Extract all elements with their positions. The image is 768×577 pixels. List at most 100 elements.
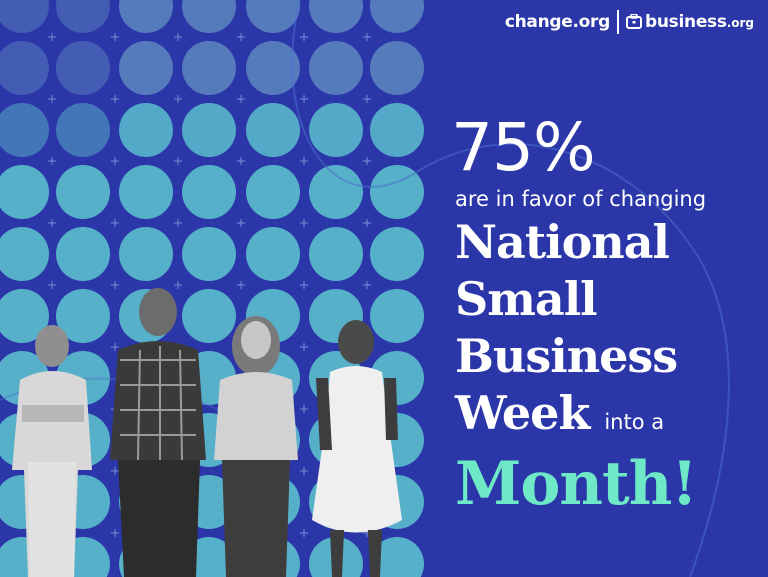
brand-logos: change.org business .org bbox=[505, 10, 754, 34]
sparkle-cross bbox=[48, 281, 56, 289]
pattern-dot bbox=[119, 165, 173, 219]
business-org-logo[interactable]: business .org bbox=[626, 12, 754, 32]
pattern-dot bbox=[0, 165, 49, 219]
pattern-dot bbox=[309, 165, 363, 219]
headline-line-national: National bbox=[455, 215, 670, 269]
pattern-dot bbox=[309, 103, 363, 157]
sparkle-cross bbox=[300, 33, 308, 41]
sparkle-cross bbox=[48, 33, 56, 41]
pattern-dot bbox=[0, 289, 49, 343]
logo-divider bbox=[617, 10, 619, 34]
sparkle-cross bbox=[174, 33, 182, 41]
sparkle-cross bbox=[363, 281, 371, 289]
pattern-dot bbox=[56, 103, 110, 157]
pattern-dot bbox=[370, 0, 424, 33]
sparkle-cross bbox=[363, 33, 371, 41]
briefcase-icon bbox=[626, 13, 642, 33]
pattern-dot bbox=[119, 103, 173, 157]
headline-line-small: Small bbox=[455, 272, 598, 326]
sparkle-cross bbox=[174, 157, 182, 165]
headline-month: Month! bbox=[455, 449, 698, 519]
sparkle-cross bbox=[300, 281, 308, 289]
pattern-dot bbox=[370, 227, 424, 281]
business-tld: .org bbox=[726, 16, 754, 30]
pattern-dot bbox=[182, 0, 236, 33]
pattern-dot bbox=[182, 165, 236, 219]
pattern-dot bbox=[309, 227, 363, 281]
sparkle-cross bbox=[300, 95, 308, 103]
sparkle-cross bbox=[111, 343, 119, 351]
sparkle-cross bbox=[48, 95, 56, 103]
pattern-dot bbox=[246, 103, 300, 157]
stat-subtitle: are in favor of changing bbox=[455, 187, 707, 211]
pattern-dot bbox=[56, 41, 110, 95]
pattern-dot bbox=[119, 41, 173, 95]
pattern-dot bbox=[0, 0, 49, 33]
headline-line-week: Week into a bbox=[455, 385, 706, 451]
sparkle-cross bbox=[111, 281, 119, 289]
person-4-silhouette bbox=[312, 320, 402, 577]
pattern-dot bbox=[0, 103, 49, 157]
pattern-dot bbox=[246, 165, 300, 219]
sparkle-cross bbox=[300, 529, 308, 537]
business-wordmark: business bbox=[645, 12, 727, 32]
sparkle-cross bbox=[300, 157, 308, 165]
sparkle-cross bbox=[174, 95, 182, 103]
sparkle-cross bbox=[363, 219, 371, 227]
sparkle-cross bbox=[237, 33, 245, 41]
pattern-dot bbox=[246, 227, 300, 281]
headline-line-business: Business bbox=[455, 329, 678, 383]
decorative-curve bbox=[291, 0, 730, 577]
pattern-dot bbox=[119, 0, 173, 33]
sparkle-cross bbox=[300, 343, 308, 351]
sparkle-cross bbox=[48, 157, 56, 165]
pattern-dot bbox=[56, 165, 110, 219]
pattern-dot bbox=[370, 103, 424, 157]
pattern-dot bbox=[0, 227, 49, 281]
sparkle-cross bbox=[363, 157, 371, 165]
headline-block: 75% are in favor of changing National Sm… bbox=[451, 112, 707, 519]
pattern-dot bbox=[309, 0, 363, 33]
sparkle-cross bbox=[237, 219, 245, 227]
pattern-dot bbox=[246, 41, 300, 95]
sparkle-cross bbox=[111, 529, 119, 537]
sparkle-cross bbox=[363, 95, 371, 103]
sparkle-cross bbox=[237, 281, 245, 289]
pattern-dot bbox=[370, 289, 424, 343]
person-1-silhouette bbox=[12, 325, 92, 577]
person-3-silhouette bbox=[214, 316, 298, 577]
stat-percentage: 75% bbox=[451, 109, 596, 186]
pattern-dot bbox=[119, 227, 173, 281]
sparkle-cross bbox=[111, 219, 119, 227]
pattern-dot bbox=[370, 41, 424, 95]
sparkle-cross bbox=[111, 95, 119, 103]
sparkle-cross bbox=[48, 219, 56, 227]
headline-into-a: into a bbox=[604, 410, 665, 434]
pattern-dot bbox=[370, 537, 424, 577]
pattern-dot bbox=[309, 41, 363, 95]
headline-week-word: Week bbox=[455, 386, 590, 440]
pattern-dot bbox=[0, 41, 49, 95]
sparkle-cross bbox=[174, 219, 182, 227]
sparkle-cross bbox=[174, 281, 182, 289]
sparkle-cross bbox=[111, 157, 119, 165]
pattern-dot bbox=[56, 289, 110, 343]
change-org-logo[interactable]: change.org bbox=[504, 12, 610, 32]
pattern-dot bbox=[182, 41, 236, 95]
sparkle-cross bbox=[300, 219, 308, 227]
sparkle-cross bbox=[300, 405, 308, 413]
sparkle-cross bbox=[111, 33, 119, 41]
sparkle-cross bbox=[300, 467, 308, 475]
pattern-dot bbox=[182, 289, 236, 343]
sparkle-cross bbox=[237, 157, 245, 165]
pattern-dot bbox=[56, 227, 110, 281]
sparkle-cross bbox=[111, 467, 119, 475]
sparkle-cross bbox=[237, 95, 245, 103]
pattern-dot bbox=[370, 165, 424, 219]
pattern-dot bbox=[182, 227, 236, 281]
pattern-dot bbox=[56, 0, 110, 33]
person-2-silhouette bbox=[110, 288, 206, 577]
pattern-dot bbox=[182, 103, 236, 157]
